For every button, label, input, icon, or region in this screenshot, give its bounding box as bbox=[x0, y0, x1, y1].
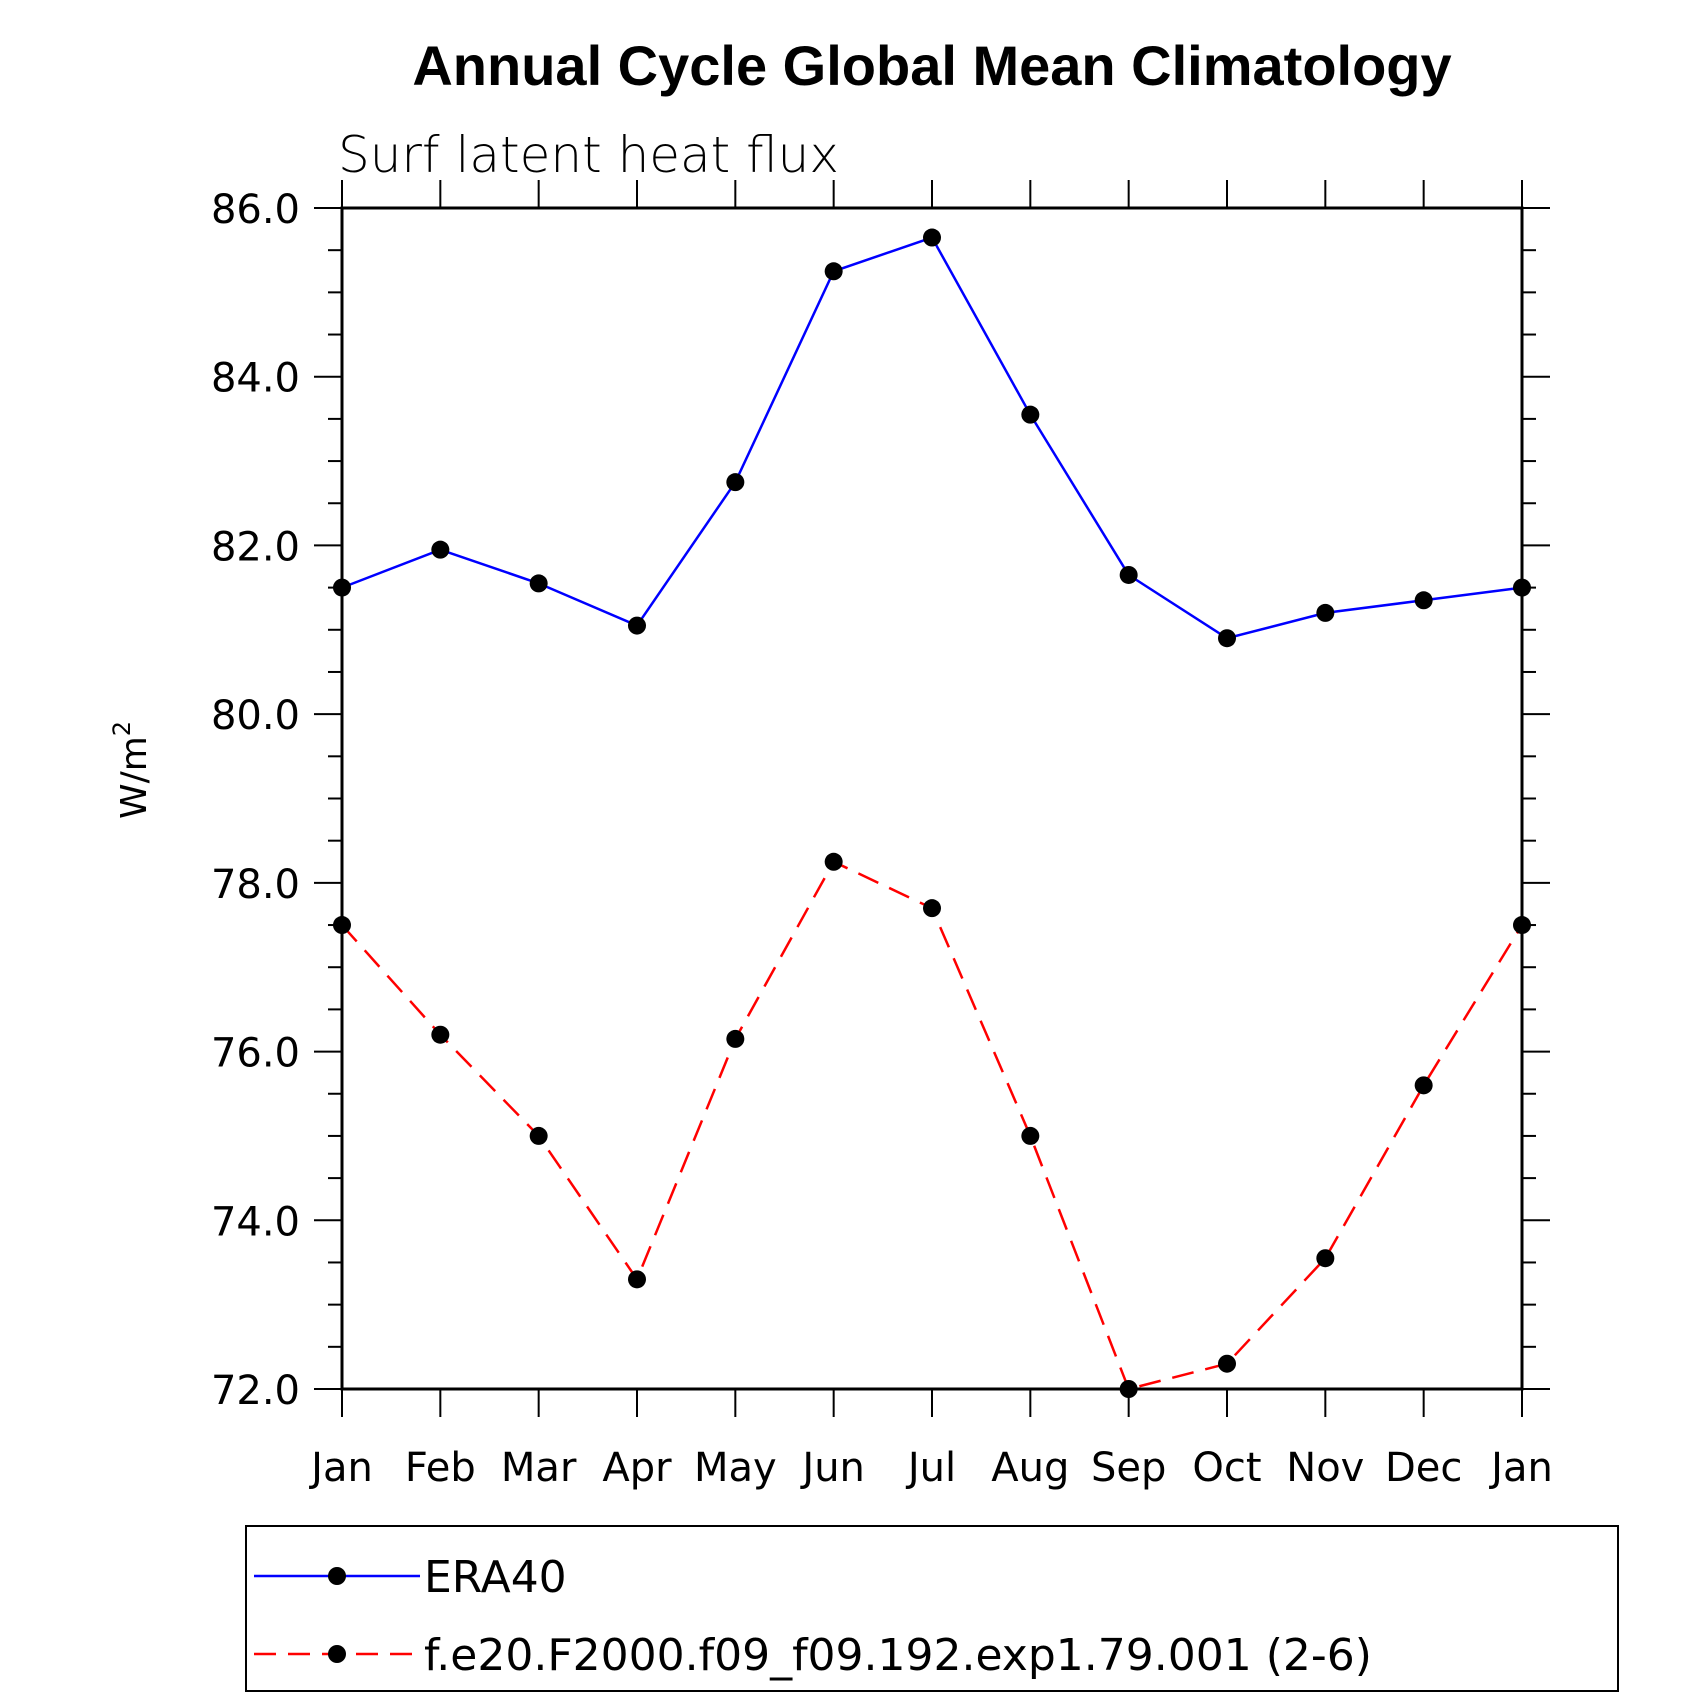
series-line-1 bbox=[341, 860, 1524, 1391]
series-0-point bbox=[726, 473, 745, 492]
y-tick-label: 80.0 bbox=[211, 693, 300, 739]
series-1-point bbox=[1119, 1380, 1138, 1398]
series-1-point bbox=[1021, 1126, 1040, 1145]
series-0-point bbox=[923, 228, 941, 247]
x-tick-label: Jan bbox=[308, 1445, 373, 1491]
series-1-point bbox=[824, 852, 843, 871]
series-0-point bbox=[529, 574, 548, 593]
y-tick-label: 74.0 bbox=[211, 1199, 300, 1245]
legend: ERA40 f.e20.F2000.f09_f09.192.exp1.79.001… bbox=[245, 1525, 1619, 1692]
y-axis-ticks: 72.0 74.0 76.0 78.0 80.0 82.0 84.0 86.0 bbox=[211, 187, 1550, 1414]
y-axis-label-base: W/m bbox=[114, 736, 155, 819]
series-markers bbox=[333, 228, 1531, 1398]
x-tick-label: Oct bbox=[1192, 1445, 1261, 1491]
series-0-point bbox=[1414, 591, 1433, 610]
x-axis-ticks: Jan Feb Mar Apr May Jun Jul Aug Sep Oct Nov Dec Jan bbox=[308, 180, 1553, 1491]
series-0-point bbox=[628, 616, 646, 635]
series-1-point bbox=[628, 1270, 646, 1289]
y-tick-label: 72.0 bbox=[211, 1368, 300, 1414]
series-0-point bbox=[1119, 565, 1138, 584]
x-tick-label: May bbox=[694, 1445, 777, 1491]
plot-frame bbox=[340, 206, 1524, 1391]
series-0-point bbox=[431, 540, 450, 559]
svg-text:W/m2: W/m2 bbox=[108, 721, 155, 819]
series-1-point bbox=[333, 916, 351, 935]
legend-marker-0 bbox=[328, 1567, 346, 1585]
series-0-point bbox=[1218, 629, 1236, 648]
series-0-point bbox=[1316, 603, 1335, 622]
y-tick-label: 76.0 bbox=[211, 1031, 300, 1077]
x-tick-label: Jul bbox=[905, 1445, 956, 1491]
y-tick-label: 84.0 bbox=[211, 356, 300, 402]
series-1-point bbox=[1414, 1076, 1433, 1095]
y-axis-label: W/m2 bbox=[108, 721, 155, 819]
series-1-point bbox=[1218, 1354, 1236, 1373]
legend-label-1: f.e20.F2000.f09_f09.192.exp1.79.001 (2-6… bbox=[424, 1630, 1372, 1681]
series-1-point bbox=[726, 1029, 745, 1048]
x-tick-label: Aug bbox=[991, 1445, 1069, 1491]
x-tick-label: Dec bbox=[1385, 1445, 1462, 1491]
series-1-point bbox=[923, 899, 941, 918]
legend-marker-1 bbox=[328, 1645, 346, 1663]
x-tick-label: Sep bbox=[1091, 1445, 1166, 1491]
x-tick-label: Jun bbox=[799, 1445, 865, 1491]
legend-label-0: ERA40 bbox=[424, 1552, 567, 1603]
x-tick-label: Nov bbox=[1286, 1445, 1364, 1491]
legend-box bbox=[245, 1525, 1619, 1692]
series-line-0 bbox=[341, 236, 1523, 640]
y-axis-label-superscript: 2 bbox=[108, 721, 136, 736]
series-1-point bbox=[1316, 1249, 1335, 1268]
chart-subtitle: Surf latent heat flux bbox=[338, 126, 839, 184]
chart-title: Annual Cycle Global Mean Climatology bbox=[412, 34, 1451, 97]
series-1-point bbox=[1513, 916, 1531, 935]
series-0-point bbox=[824, 262, 843, 281]
y-tick-label: 82.0 bbox=[211, 524, 300, 570]
series-1-point bbox=[529, 1126, 548, 1145]
series-0-point bbox=[333, 578, 351, 597]
x-tick-label: Apr bbox=[602, 1445, 672, 1491]
series-0-point bbox=[1021, 405, 1040, 424]
series-1-point bbox=[431, 1025, 450, 1044]
x-tick-label: Mar bbox=[501, 1445, 577, 1491]
y-tick-label: 86.0 bbox=[211, 187, 300, 233]
series-lines bbox=[341, 236, 1524, 1391]
y-tick-label: 78.0 bbox=[211, 862, 300, 908]
x-tick-label: Jan bbox=[1488, 1445, 1553, 1491]
series-0-point bbox=[1513, 578, 1531, 597]
x-tick-label: Feb bbox=[405, 1445, 476, 1491]
